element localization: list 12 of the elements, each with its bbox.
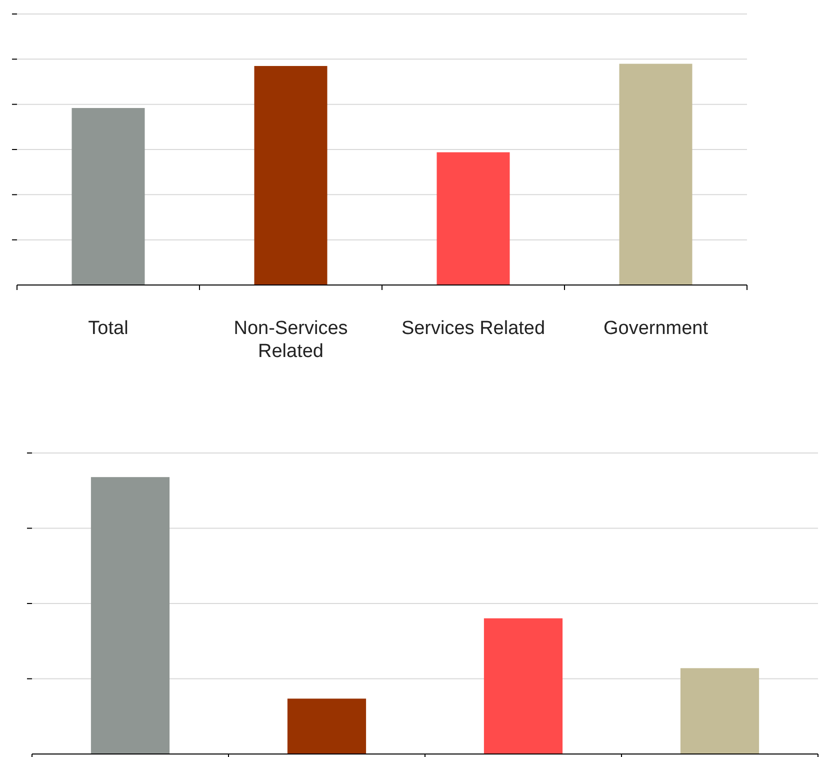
bar [90, 477, 170, 754]
x-tick-label: Non-Services Related [234, 318, 348, 362]
x-tick-label: Government [603, 318, 709, 339]
x-tick-label: Total [88, 318, 128, 339]
bar [680, 668, 760, 754]
bar [436, 152, 510, 285]
x-tick-label: Services Related [401, 318, 546, 339]
bar [619, 64, 692, 285]
bar [254, 66, 328, 285]
bar [72, 108, 145, 285]
bar [484, 618, 563, 754]
bar [287, 698, 366, 754]
